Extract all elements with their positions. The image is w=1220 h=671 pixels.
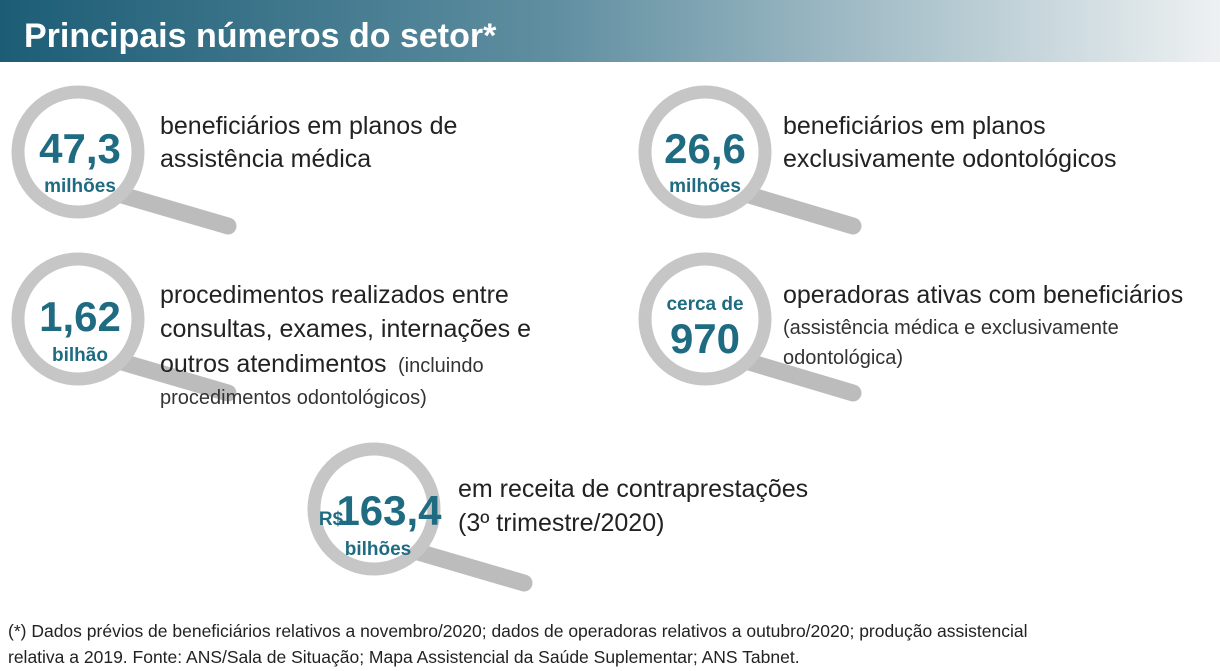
magnifier (638, 252, 862, 402)
stat-note: (assistência médica e exclusivamente (783, 317, 1119, 339)
stat-prefix: R$ (319, 509, 344, 530)
stat-unit: bilhões (345, 539, 412, 560)
stat-text: outros atendimentos (160, 350, 387, 378)
magnifier (638, 85, 862, 235)
header-band (0, 0, 1220, 62)
stat-text: assistência médica (160, 145, 371, 173)
stat-number: 163,4 (336, 487, 442, 534)
stat-text: exclusivamente odontológicos (783, 145, 1117, 173)
stat-unit: milhões (44, 176, 116, 197)
stat-number: 26,6 (664, 125, 746, 172)
stat-note: odontológica) (783, 347, 903, 369)
stat-note: procedimentos odontológicos) (160, 387, 427, 409)
stat-text: (3º trimestre/2020) (458, 509, 664, 537)
stat-unit: bilhão (52, 345, 108, 366)
magnifier (11, 85, 237, 235)
magnifier (307, 442, 533, 592)
stat-text: procedimentos realizados entre (160, 281, 509, 309)
stat-text: consultas, exames, internações e (160, 315, 531, 343)
stat-note: (incluindo (398, 355, 484, 377)
stat-number: 47,3 (39, 125, 121, 172)
stat-number: 1,62 (39, 293, 121, 340)
stat-text: beneficiários em planos (783, 112, 1046, 140)
stat-number: 970 (670, 315, 740, 362)
stat-unit: milhões (669, 176, 741, 197)
stat-text: em receita de contraprestações (458, 475, 808, 503)
stat-text: beneficiários em planos de (160, 112, 457, 140)
magnifier (11, 252, 237, 402)
footnote: (*) Dados prévios de beneficiários relat… (8, 621, 1028, 641)
magnifiers (11, 85, 862, 592)
stat-prefix: cerca de (666, 294, 743, 315)
title: Principais números do setor* (24, 17, 497, 55)
footnote: relativa a 2019. Fonte: ANS/Sala de Situ… (8, 647, 800, 667)
stat-text: operadoras ativas com beneficiários (783, 281, 1183, 309)
